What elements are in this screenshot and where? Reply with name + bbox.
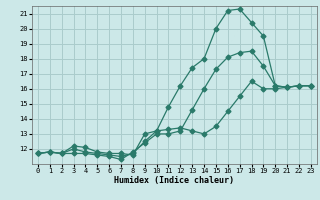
- X-axis label: Humidex (Indice chaleur): Humidex (Indice chaleur): [115, 176, 234, 185]
